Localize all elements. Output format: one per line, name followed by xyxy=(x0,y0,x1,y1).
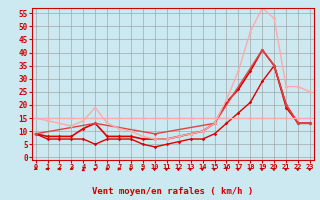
Text: Vent moyen/en rafales ( km/h ): Vent moyen/en rafales ( km/h ) xyxy=(92,187,253,196)
